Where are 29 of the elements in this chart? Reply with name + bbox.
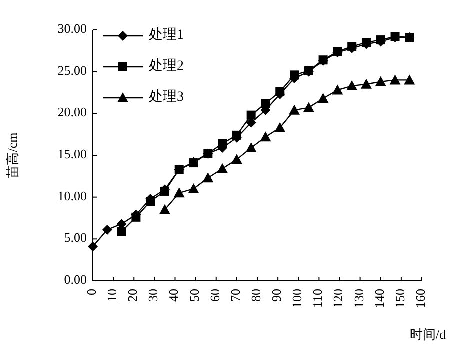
x-tick-label: 100 bbox=[290, 289, 305, 308]
y-tick-label: 20.00 bbox=[58, 104, 87, 120]
x-axis-title: 时间/d bbox=[410, 327, 446, 342]
legend-label: 处理3 bbox=[149, 89, 184, 106]
y-axis-title: 苗高/cm bbox=[4, 132, 20, 178]
y-tick-label: 10.00 bbox=[58, 188, 87, 204]
y-tick-label: 25.00 bbox=[58, 62, 87, 78]
x-tick-label: 90 bbox=[269, 289, 284, 302]
x-tick-label: 60 bbox=[207, 289, 222, 302]
y-tick-label: 30.00 bbox=[58, 20, 87, 36]
x-tick-label: 160 bbox=[412, 289, 428, 308]
x-tick-label: 50 bbox=[186, 289, 202, 302]
x-tick-label: 140 bbox=[372, 289, 387, 308]
x-tick-label: 20 bbox=[125, 289, 140, 302]
x-tick-label: 40 bbox=[166, 289, 182, 302]
x-tick-label: 70 bbox=[228, 289, 243, 302]
x-tick-label: 0 bbox=[84, 289, 99, 296]
x-tick-label: 80 bbox=[248, 289, 264, 302]
x-tick-label: 150 bbox=[392, 289, 408, 308]
legend-label: 处理1 bbox=[149, 27, 184, 44]
x-tick-label: 110 bbox=[310, 289, 326, 308]
x-tick-label: 120 bbox=[330, 289, 346, 308]
y-tick-label: 15.00 bbox=[58, 146, 87, 162]
x-tick-label: 130 bbox=[351, 289, 366, 308]
x-tick-label: 30 bbox=[146, 289, 161, 302]
y-tick-label: 0.00 bbox=[64, 272, 87, 287]
y-tick-label: 5.00 bbox=[64, 230, 87, 246]
legend-label: 处理2 bbox=[149, 58, 184, 74]
x-tick-label: 10 bbox=[104, 289, 120, 302]
